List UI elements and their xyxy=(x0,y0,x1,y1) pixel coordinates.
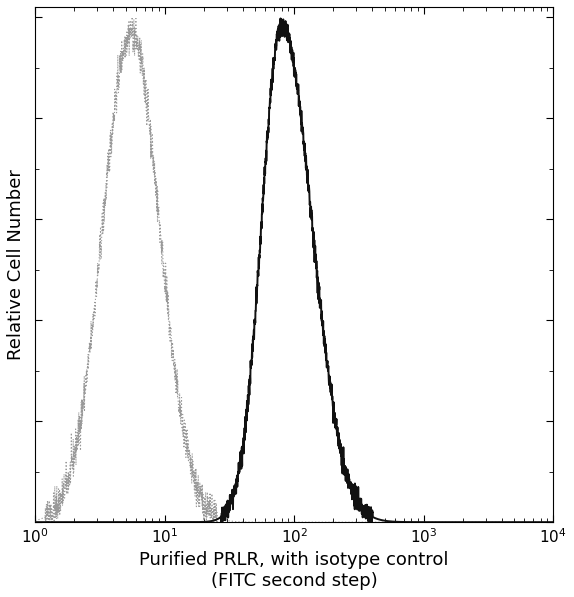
X-axis label: Purified PRLR, with isotype control
(FITC second step): Purified PRLR, with isotype control (FIT… xyxy=(139,551,449,590)
Y-axis label: Relative Cell Number: Relative Cell Number xyxy=(7,169,25,360)
